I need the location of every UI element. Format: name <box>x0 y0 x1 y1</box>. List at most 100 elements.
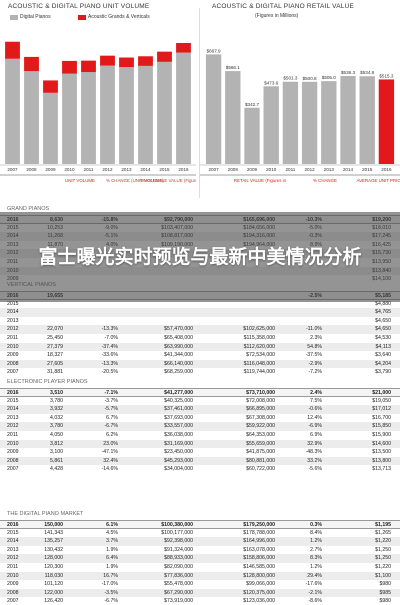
overlay-title: 富士曝光实时预览与最新中美情况分析 <box>38 246 362 268</box>
table-cell: $17,012 <box>372 406 391 413</box>
table-row: 2007 31,881 -20.5% $68,259,000 $119,744,000 -… <box>0 368 400 377</box>
column-header-label: % CHANGE (UNIT VOLUME) <box>106 178 165 183</box>
table-cell: -37.5% <box>305 352 322 359</box>
table-cell: -8.6% <box>308 598 322 605</box>
bar-digital <box>100 65 115 164</box>
bar-digital <box>43 92 58 164</box>
x-tick-label: 2010 <box>266 167 277 172</box>
table-cell: $4,113 <box>375 343 391 350</box>
unit-volume-chart-title: ACOUSTIC & DIGITAL PIANO UNIT VOLUME <box>8 3 150 10</box>
bar-retail-value <box>244 107 260 164</box>
table-cell: -7.1% <box>104 390 118 396</box>
x-tick-label: 2009 <box>247 167 258 172</box>
table-row: 2008 27,605 -13.3% $66,140,000 $116,048,000 -… <box>0 359 400 369</box>
table-row: 2012 128,000 6.4% $88,933,000 $158,806,000 8.… <box>0 554 400 563</box>
title-overlay-banner: 富士曝光实时预览与最新中美情况分析 <box>0 212 400 302</box>
table-cell: 2014 <box>7 538 19 545</box>
table-cell: -20.5% <box>101 369 118 376</box>
table-cell: -5.7% <box>104 406 118 413</box>
table-cell: -11.0% <box>305 326 322 333</box>
table-cell: $100,177,000 <box>161 529 193 536</box>
table-cell: -3.5% <box>104 589 118 596</box>
column-header-label: RETAIL VALUE (Figures in <box>234 178 287 183</box>
table-row: 2014 3,932 -5.7% $37,461,000 $66,895,000 -0.6… <box>0 405 400 414</box>
table-cell: 4.5% <box>106 529 118 536</box>
table-cell: 22,070 <box>47 326 63 333</box>
table-cell: 2007 <box>7 466 19 473</box>
table-cell: -6.9% <box>308 423 322 430</box>
table-cell: -13.3% <box>101 360 118 367</box>
table-cell: $73,710,000 <box>246 390 275 396</box>
table-cell: $115,358,000 <box>243 335 275 341</box>
bar-digital <box>176 52 191 164</box>
table-cell: 128,000 <box>44 555 63 562</box>
table-cell: -3.7% <box>104 397 118 404</box>
table-row: 2009 101,120 -17.0% $55,478,000 $99,066,000 -… <box>0 580 400 589</box>
bar-acoustic <box>176 42 191 53</box>
table-cell: $80,881,000 <box>246 457 275 464</box>
table-cell: $41,277,000 <box>164 390 193 396</box>
bar-acoustic <box>157 51 172 62</box>
table-row: 2013 $4,650 <box>0 317 400 326</box>
table-cell: $116,048,000 <box>243 360 275 367</box>
table-cell: 130,432 <box>44 546 63 553</box>
table-cell: 2014 <box>7 309 19 316</box>
table-row: 2011 25,450 -7.0% $65,408,000 $115,358,000 2.… <box>0 334 400 343</box>
bar-retail-value <box>205 54 222 164</box>
table-cell: $72,008,000 <box>246 397 275 404</box>
retail-value-subtitle: (Figures in Millions) <box>255 13 299 19</box>
data-label: $515.3 <box>379 73 393 78</box>
x-tick-label: 2014 <box>343 167 354 172</box>
table-cell: 18,327 <box>47 352 63 359</box>
x-tick-label: 2012 <box>304 167 315 172</box>
x-tick-label: 2011 <box>285 167 295 172</box>
table-row: 2012 3,780 -6.7% $33,557,000 $59,922,000 -6.9… <box>0 422 400 431</box>
table-cell: $985 <box>379 589 391 596</box>
table-cell: $4,765 <box>375 309 391 316</box>
table-cell: 2012 <box>7 423 19 430</box>
table-cell: 2013 <box>7 546 19 553</box>
table-cell: 3,100 <box>50 449 63 456</box>
table-cell: $57,470,000 <box>164 326 193 333</box>
table-cell: 2010 <box>7 440 19 447</box>
table-cell: 2011 <box>7 432 19 438</box>
table-row: 2015 3,780 -3.7% $40,325,000 $72,008,000 7.5%… <box>0 397 400 406</box>
table-cell: 12.4% <box>307 414 322 421</box>
table-cell: $4,530 <box>375 335 391 341</box>
table-cell: 6.2% <box>106 432 118 438</box>
table-cell: 1.9% <box>106 564 118 570</box>
table-cell: $15,850 <box>372 423 391 430</box>
table-cell: $23,450,000 <box>164 449 193 456</box>
table-cell: 25,450 <box>47 335 63 341</box>
table-cell: 2007 <box>7 598 19 605</box>
table-row: 2007 4,428 -14.6% $34,004,000 $60,722,000 -5.… <box>0 465 400 474</box>
table-cell: $36,038,000 <box>164 432 193 438</box>
legend-label-digital: Digital Pianos <box>20 14 51 20</box>
table-cell: $91,324,000 <box>164 546 193 553</box>
table-cell: -5.6% <box>308 466 322 473</box>
table-cell: $980 <box>379 581 391 588</box>
table-cell: 32.9% <box>307 440 322 447</box>
bar-acoustic <box>24 56 39 72</box>
table-cell: $1,100 <box>375 572 391 579</box>
table-cell: 8.3% <box>310 555 322 562</box>
table-cell: $64,353,000 <box>246 432 275 438</box>
table-cell: $15,900 <box>372 432 391 438</box>
table-cell: -6.7% <box>104 598 118 605</box>
data-label: $566.1 <box>226 65 240 70</box>
data-label: $473.6 <box>264 80 278 85</box>
table-cell: 122,000 <box>44 589 63 596</box>
table-section-title: THE DIGITAL PIANO MARKET <box>7 511 84 517</box>
bar-digital <box>24 71 39 164</box>
table-row: 2014 135,257 3.7% $92,398,000 $164,996,000 1.… <box>0 537 400 546</box>
table-cell: 3.7% <box>106 538 118 545</box>
data-label: $500.8 <box>303 76 317 81</box>
table-cell: $102,625,000 <box>243 326 275 333</box>
table-cell: 1.9% <box>106 546 118 553</box>
x-tick-label: 2014 <box>140 167 151 172</box>
table-row: 2011 4,050 6.2% $36,038,000 $64,353,000 6.9% $… <box>0 431 400 440</box>
bar-acoustic <box>81 60 96 73</box>
x-tick-label: 2010 <box>64 167 75 172</box>
table-cell: -17.0% <box>101 581 118 588</box>
retail-value-chart-title: ACOUSTIC & DIGITAL PIANO RETAIL VALUE <box>212 3 355 10</box>
